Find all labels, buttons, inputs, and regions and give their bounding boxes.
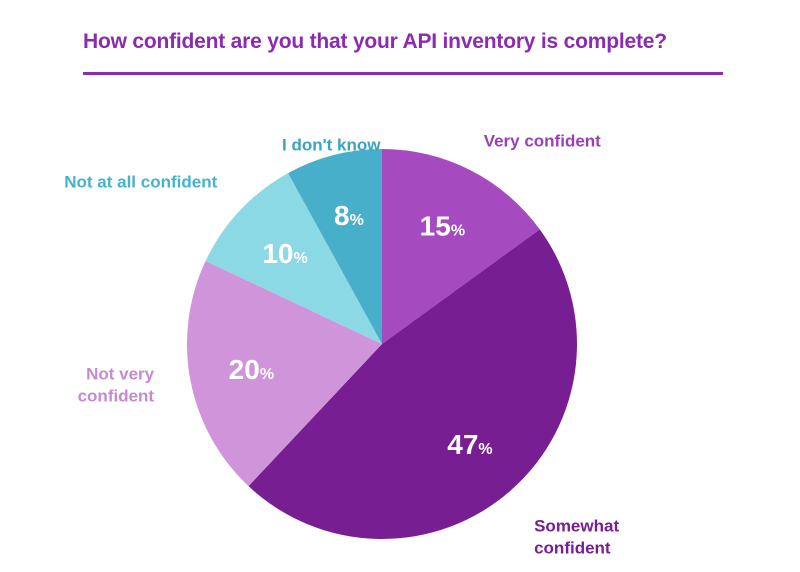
slice-value-label: 10%: [262, 238, 307, 269]
chart-title: How confident are you that your API inve…: [83, 30, 667, 53]
slice-value-label: 8%: [334, 200, 364, 231]
slice-category-label: Somewhat confident: [534, 517, 619, 558]
slice-value-label: 20%: [229, 354, 274, 385]
slice-value-label: 47%: [447, 429, 492, 460]
slice-value-label: 15%: [420, 210, 465, 241]
pie-slice: [205, 173, 382, 344]
pie-slice: [248, 229, 578, 539]
pie-slice: [187, 260, 382, 487]
pie-slice: [382, 149, 540, 344]
slice-category-label: I don't know: [282, 135, 381, 154]
title-underline: [83, 72, 723, 75]
slice-category-label: Not very confident: [78, 364, 155, 405]
slice-category-label: Very confident: [484, 131, 601, 150]
slice-category-label: Not at all confident: [64, 172, 217, 191]
pie-slice: [288, 149, 382, 344]
